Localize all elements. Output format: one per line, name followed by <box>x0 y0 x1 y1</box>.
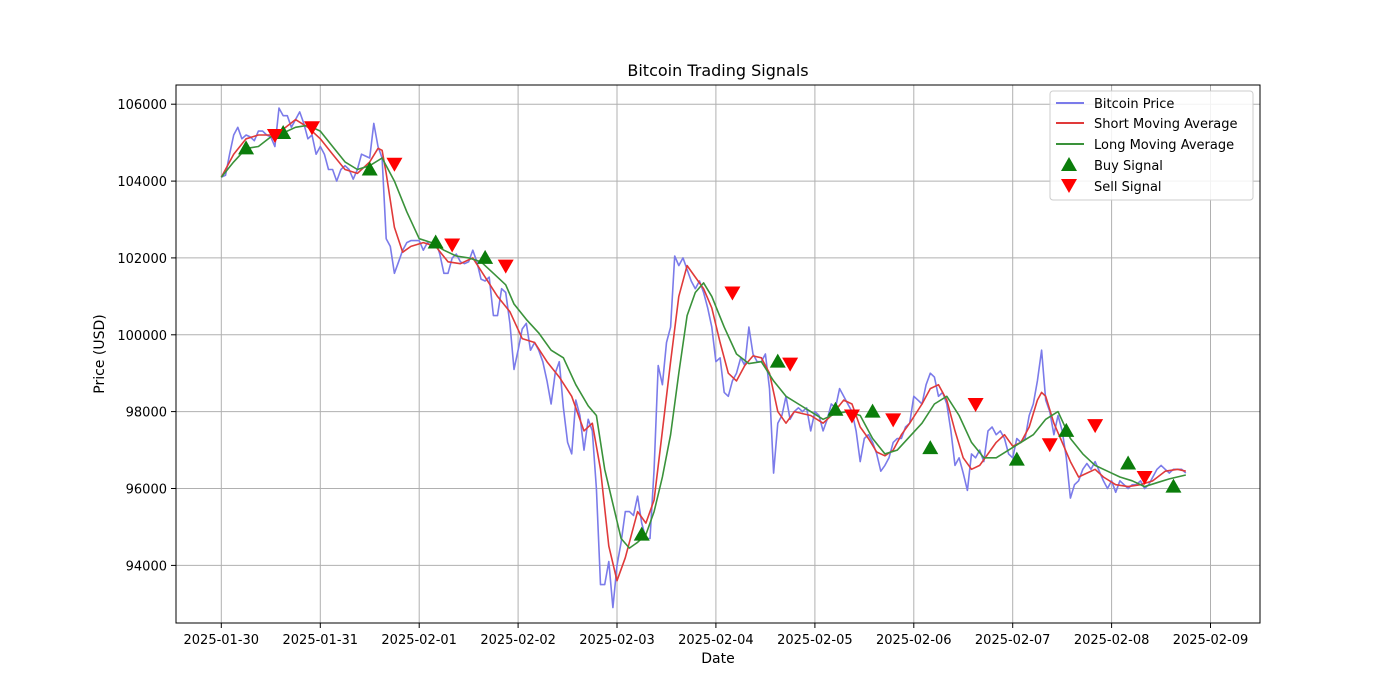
buy-signal-marker <box>361 161 378 176</box>
legend-label-buy-signal: Buy Signal <box>1094 159 1163 174</box>
x-tick-label: 2025-01-30 <box>184 633 260 648</box>
buy-signal-marker <box>477 249 494 264</box>
legend: Bitcoin Price Short Moving Average Long … <box>1049 90 1254 201</box>
legend-marker-buy-signal <box>1061 157 1077 171</box>
buy-signal-marker <box>427 234 444 249</box>
x-tick-label: 2025-02-04 <box>678 633 754 648</box>
sell-signal-marker <box>885 413 902 428</box>
series-layer <box>220 107 1187 609</box>
legend-label-bitcoin-price: Bitcoin Price <box>1094 97 1174 112</box>
y-axis-label: Price (USD) <box>92 314 108 393</box>
sell-signal-marker <box>1087 419 1104 434</box>
x-tick-label: 2025-01-31 <box>283 633 359 648</box>
x-tick-label: 2025-02-01 <box>381 633 457 648</box>
buy-signal-marker <box>633 526 650 541</box>
y-tick-label: 96000 <box>126 483 167 498</box>
buy-signal-marker <box>1165 478 1182 493</box>
legend-label-sell-signal: Sell Signal <box>1094 180 1162 195</box>
legend-marker-sell-signal <box>1061 179 1077 193</box>
sell-signal-marker <box>724 286 741 301</box>
sell-signal-marker <box>444 238 461 253</box>
signal-layer <box>238 121 1182 541</box>
sell-signal-marker <box>1136 470 1153 485</box>
x-tick-label: 2025-02-07 <box>975 633 1051 648</box>
y-axis-ticks: 94000 96000 98000 100000 102000 104000 106000 <box>117 98 176 574</box>
sell-signal-marker <box>386 157 403 172</box>
buy-signal-marker <box>1008 451 1025 466</box>
buy-signal-marker <box>922 440 939 455</box>
y-tick-label: 104000 <box>117 175 167 190</box>
y-tick-label: 106000 <box>117 98 167 113</box>
sell-signal-marker <box>304 121 321 136</box>
legend-box <box>1049 90 1254 201</box>
buy-signal-marker <box>275 125 292 140</box>
x-tick-label: 2025-02-03 <box>579 633 655 648</box>
y-tick-label: 94000 <box>126 559 167 574</box>
buy-signal-marker <box>864 403 881 418</box>
sell-signal-marker <box>967 397 984 412</box>
x-axis-label: Date <box>701 651 734 667</box>
y-tick-label: 98000 <box>126 406 167 421</box>
x-tick-label: 2025-02-02 <box>480 633 556 648</box>
sell-signal-marker <box>1041 438 1058 453</box>
sell-signal-marker <box>497 259 514 274</box>
x-axis-ticks: 2025-01-30 2025-01-31 2025-02-01 2025-02-02… <box>184 623 1249 648</box>
x-tick-label: 2025-02-05 <box>777 633 853 648</box>
x-tick-label: 2025-02-06 <box>876 633 952 648</box>
x-tick-label: 2025-02-09 <box>1173 633 1249 648</box>
buy-signal-marker <box>769 353 786 368</box>
y-tick-label: 102000 <box>117 252 167 267</box>
buy-signal-marker <box>827 401 844 416</box>
plot-frame <box>175 84 1261 624</box>
buy-signal-marker <box>1058 422 1075 437</box>
legend-label-short-ma: Short Moving Average <box>1094 117 1238 132</box>
long-moving-average-line <box>220 124 1186 549</box>
sell-signal-marker <box>266 128 283 143</box>
x-tick-label: 2025-02-08 <box>1074 633 1150 648</box>
y-tick-label: 100000 <box>117 329 167 344</box>
sell-signal-marker <box>782 357 799 372</box>
legend-label-long-ma: Long Moving Average <box>1094 138 1234 153</box>
short-moving-average-line <box>220 118 1186 582</box>
buy-signal-marker <box>238 140 255 155</box>
chart-title: Bitcoin Trading Signals <box>627 61 808 80</box>
buy-signal-marker <box>1120 455 1137 470</box>
sell-signal-marker <box>843 409 860 424</box>
